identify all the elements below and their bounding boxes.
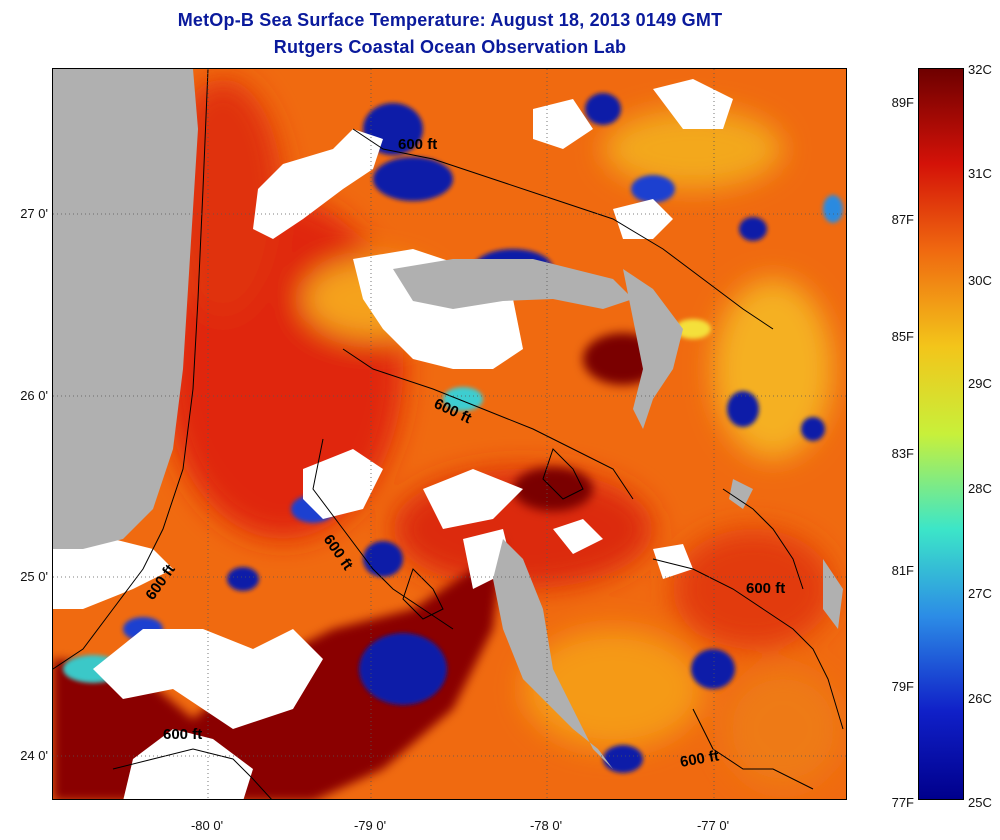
- graticule: [53, 69, 846, 799]
- sst-cool-spots: [63, 93, 843, 773]
- map-title: MetOp-B Sea Surface Temperature: August …: [177, 10, 723, 30]
- y-tick-label: 26 0': [20, 388, 48, 403]
- colorbar-celsius-label: 28C: [968, 481, 992, 496]
- x-tick-label: -78 0': [529, 818, 563, 833]
- abaco-island: [623, 269, 683, 429]
- contour-label-600ft: 600 ft: [163, 726, 202, 743]
- colorbar-celsius-label: 27C: [968, 586, 992, 601]
- cloud-masks: [53, 79, 733, 799]
- x-tick-label: -79 0': [353, 818, 387, 833]
- colorbar-fahrenheit-label: 87F: [891, 212, 914, 227]
- bathymetry-contours: [53, 69, 844, 799]
- colorbar-celsius-label: 29C: [968, 376, 992, 391]
- colorbar-fahrenheit-label: 85F: [891, 329, 914, 344]
- colorbar-celsius-label: 25C: [968, 795, 992, 810]
- y-tick-label: 27 0': [20, 206, 48, 221]
- colorbar-fahrenheit-label: 79F: [891, 679, 914, 694]
- contour-label-600ft: 600 ft: [746, 580, 785, 597]
- sst-map-canvas: 600 ft 600 ft 600 ft 600 ft 600 ft 600 f…: [53, 69, 846, 799]
- colorbar-celsius-label: 30C: [968, 273, 992, 288]
- temperature-colorbar: [918, 68, 964, 800]
- y-tick-label: 25 0': [20, 569, 48, 584]
- land-masses: [53, 69, 843, 769]
- colorbar-celsius-label: 32C: [968, 62, 992, 77]
- map-subtitle: Rutgers Coastal Ocean Observation Lab: [273, 37, 627, 57]
- cat-island-fragment: [823, 559, 843, 629]
- colorbar-fahrenheit-label: 89F: [891, 95, 914, 110]
- contour-label-600ft: 600 ft: [679, 747, 721, 771]
- y-tick-label: 24 0': [20, 748, 48, 763]
- x-tick-label: -80 0': [190, 818, 224, 833]
- colorbar-fahrenheit-label: 81F: [891, 563, 914, 578]
- colorbar-celsius-label: 31C: [968, 166, 992, 181]
- contour-label-600ft: 600 ft: [398, 136, 437, 153]
- colorbar-fahrenheit-label: 77F: [891, 795, 914, 810]
- colorbar-fahrenheit-label: 83F: [891, 446, 914, 461]
- andros-island: [493, 539, 613, 769]
- grand-bahama-island: [393, 259, 633, 309]
- x-tick-label: -77 0': [696, 818, 730, 833]
- florida-peninsula: [53, 69, 198, 549]
- eleuthera-fragment: [729, 479, 753, 509]
- sst-map: 600 ft 600 ft 600 ft 600 ft 600 ft 600 f…: [52, 68, 847, 800]
- colorbar-celsius-label: 26C: [968, 691, 992, 706]
